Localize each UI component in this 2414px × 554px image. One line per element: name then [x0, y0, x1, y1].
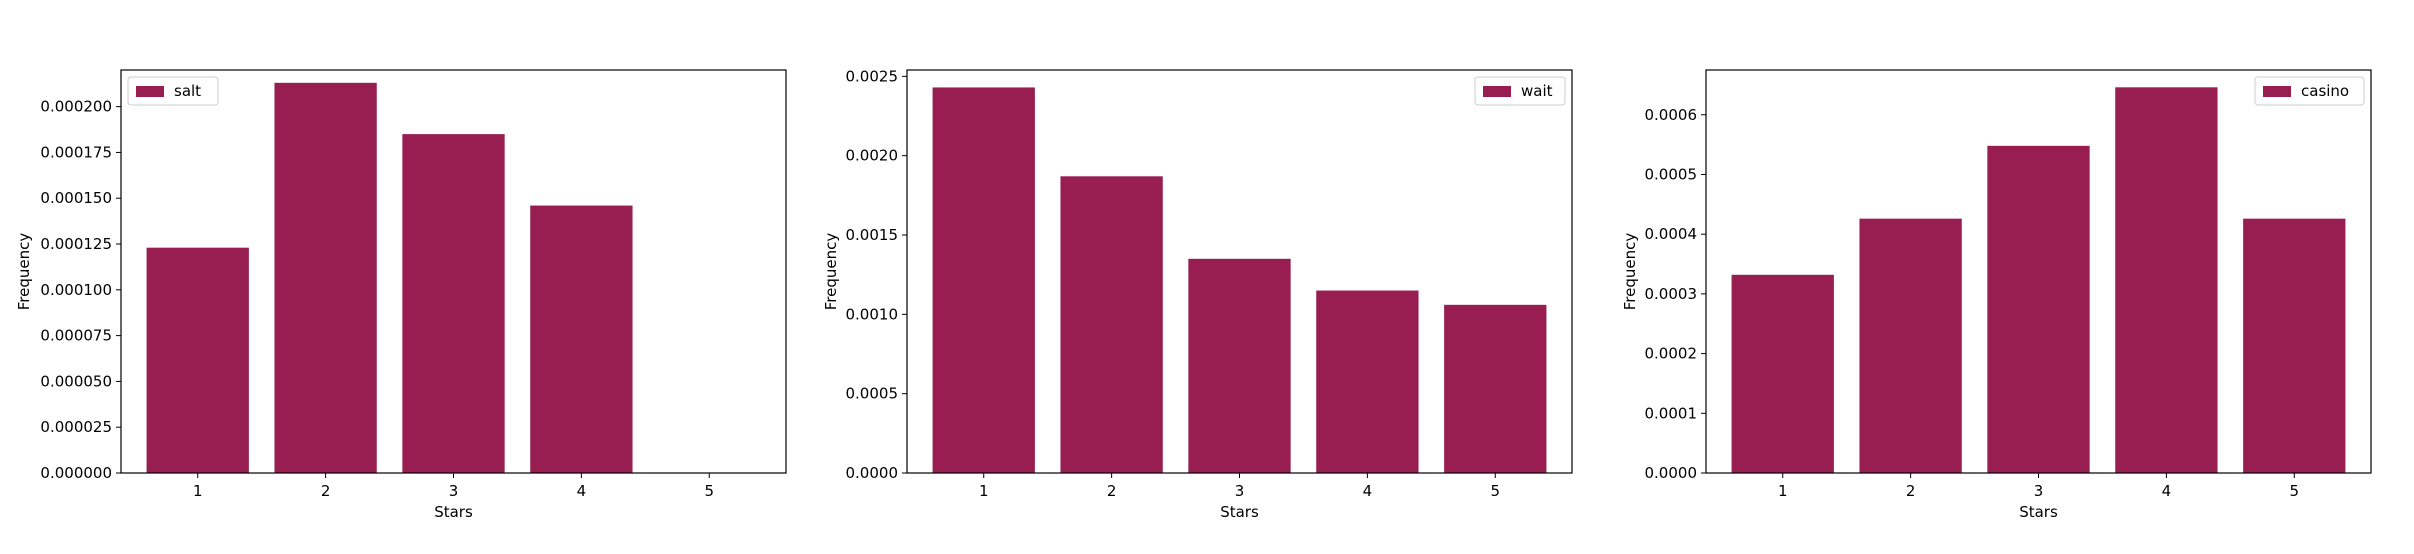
x-axis-label: Stars	[1220, 503, 1259, 521]
x-tick-label: 4	[577, 482, 587, 500]
x-tick-label: 1	[193, 482, 203, 500]
chart-wait: 1 2 3 4 5 0.0000 0.0005 0.0010 0.0015 0.0020 0.002…	[822, 67, 1573, 521]
y-tick-label: 0.000125	[40, 235, 112, 253]
legend-label: wait	[1521, 82, 1553, 100]
legend-box	[1474, 76, 1566, 106]
x-tick-label: 3	[2034, 482, 2044, 500]
legend-swatch	[2263, 86, 2291, 97]
x-tick-label: 4	[2162, 482, 2172, 500]
bar-salt-1	[146, 247, 249, 473]
chart-salt: 1 2 3 4 5 0.000000 0.000025 0.000050 0.000075 0.0…	[15, 69, 787, 521]
y-tick-label: 0.0001	[1645, 404, 1698, 422]
bar-salt-3	[402, 134, 505, 473]
legend: wait	[1474, 76, 1566, 106]
bar-casino-5	[2243, 218, 2346, 473]
bar-casino-4	[2115, 87, 2218, 473]
x-tick-label: 3	[1235, 482, 1245, 500]
bar-wait-5	[1444, 304, 1547, 473]
x-tick-label: 5	[1490, 482, 1500, 500]
y-tick-label: 0.000150	[40, 189, 112, 207]
legend-label: casino	[2301, 82, 2349, 100]
y-axis-label: Frequency	[1621, 233, 1639, 311]
y-tick-label: 0.000025	[40, 418, 112, 436]
y-tick-label: 0.0025	[846, 67, 899, 85]
x-tick-label: 2	[321, 482, 331, 500]
x-tick-label: 2	[1906, 482, 1916, 500]
bar-wait-1	[932, 87, 1035, 473]
y-tick-label: 0.000000	[40, 464, 112, 482]
y-tick-label: 0.0020	[846, 147, 899, 165]
y-axis-label: Frequency	[822, 233, 840, 311]
y-tick-label: 0.0000	[846, 464, 899, 482]
y-tick-label: 0.0000	[1645, 464, 1698, 482]
y-tick-label: 0.0005	[846, 385, 899, 403]
x-axis-label: Stars	[434, 503, 473, 521]
x-tick-label: 1	[979, 482, 989, 500]
y-tick-label: 0.0004	[1645, 225, 1698, 243]
x-tick-label: 4	[1363, 482, 1373, 500]
bar-wait-2	[1060, 176, 1163, 473]
legend-box	[2254, 76, 2365, 106]
x-tick-label: 1	[1778, 482, 1788, 500]
y-tick-label: 0.0003	[1645, 285, 1698, 303]
x-tick-label: 5	[2289, 482, 2299, 500]
x-tick-label: 2	[1107, 482, 1117, 500]
y-tick-label: 0.0015	[846, 226, 899, 244]
legend: salt	[127, 76, 219, 106]
y-tick-label: 0.000050	[40, 372, 112, 390]
x-axis-label: Stars	[2019, 503, 2058, 521]
y-tick-label: 0.0005	[1645, 165, 1698, 183]
bar-casino-1	[1731, 274, 1834, 473]
legend-label: salt	[174, 82, 201, 100]
y-tick-label: 0.0006	[1645, 106, 1698, 124]
y-tick-label: 0.000200	[40, 98, 112, 116]
y-tick-label: 0.000075	[40, 327, 112, 345]
bar-casino-2	[1859, 218, 1962, 473]
y-tick-label: 0.000100	[40, 281, 112, 299]
chart-casino: 1 2 3 4 5 0.0000 0.0001 0.0002 0.0003 0.0004 0.000…	[1621, 69, 2372, 521]
legend-swatch	[136, 86, 164, 97]
bar-salt-4	[530, 205, 633, 473]
y-tick-label: 0.000175	[40, 143, 112, 161]
y-axis-label: Frequency	[15, 233, 33, 311]
legend: casino	[2254, 76, 2365, 106]
x-tick-label: 3	[449, 482, 459, 500]
bar-wait-3	[1188, 258, 1291, 473]
bar-casino-3	[1987, 145, 2090, 473]
y-tick-label: 0.0002	[1645, 345, 1698, 363]
legend-box	[127, 76, 219, 106]
bar-salt-2	[274, 82, 377, 473]
bar-wait-4	[1316, 290, 1419, 473]
legend-swatch	[1483, 86, 1511, 97]
y-tick-label: 0.0010	[846, 305, 899, 323]
x-tick-label: 5	[704, 482, 714, 500]
